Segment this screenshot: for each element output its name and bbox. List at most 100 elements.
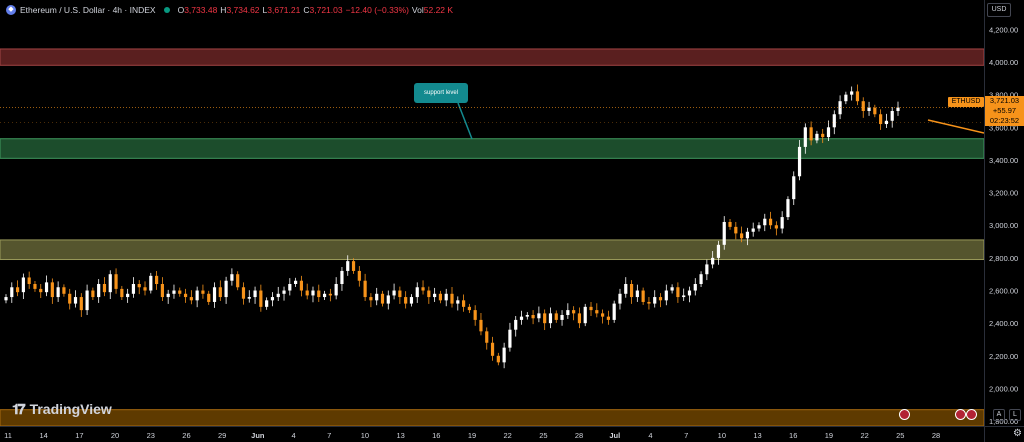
candlestick-chart[interactable] bbox=[0, 0, 984, 426]
candle bbox=[583, 306, 587, 324]
candle bbox=[537, 313, 541, 319]
price-tick-label: 4,200.00 bbox=[989, 25, 1018, 34]
candle bbox=[120, 288, 124, 298]
zone-olive bbox=[0, 239, 984, 261]
candle bbox=[722, 221, 726, 245]
candle bbox=[705, 264, 709, 275]
candle bbox=[595, 310, 599, 314]
candle bbox=[322, 293, 327, 298]
candle bbox=[612, 303, 616, 320]
candle bbox=[276, 293, 280, 298]
market-status-icon bbox=[163, 7, 170, 13]
candle bbox=[450, 293, 454, 304]
candle bbox=[311, 290, 315, 296]
close-value: 3,721.03 bbox=[309, 5, 343, 15]
candle bbox=[166, 293, 170, 298]
candle bbox=[861, 101, 865, 111]
candle bbox=[102, 284, 107, 293]
tradingview-brand-name: TradingView bbox=[29, 401, 112, 417]
candle bbox=[560, 315, 564, 320]
zone-brown bbox=[0, 409, 984, 426]
change-value: −12.40 (−0.33%) bbox=[345, 5, 409, 15]
time-tick-label: 4 bbox=[291, 431, 295, 440]
close-label: C bbox=[303, 5, 310, 15]
currency-selector[interactable]: USD bbox=[987, 3, 1011, 17]
candle bbox=[797, 146, 802, 177]
open-label: O bbox=[177, 5, 185, 15]
candle bbox=[589, 306, 593, 311]
candle bbox=[346, 261, 350, 271]
time-tick-label: Jul bbox=[609, 431, 620, 440]
chart-area[interactable] bbox=[0, 0, 984, 426]
time-tick-label: 22 bbox=[504, 431, 512, 440]
low-label: L bbox=[262, 5, 268, 15]
candle bbox=[299, 280, 303, 291]
candle bbox=[699, 274, 703, 284]
high-label: H bbox=[220, 5, 227, 15]
candle bbox=[259, 290, 263, 307]
candle bbox=[821, 133, 825, 138]
candle bbox=[21, 277, 25, 293]
candle bbox=[50, 282, 54, 298]
candle bbox=[386, 295, 390, 304]
high-value: 3,734.62 bbox=[226, 5, 260, 15]
candle bbox=[763, 218, 767, 226]
candle bbox=[809, 127, 813, 141]
candle bbox=[241, 287, 246, 299]
candle bbox=[716, 244, 721, 258]
candle bbox=[728, 221, 732, 227]
candle bbox=[155, 275, 159, 284]
time-tick-label: Jun bbox=[251, 431, 265, 440]
candle bbox=[485, 331, 489, 343]
callout-pointer bbox=[457, 102, 473, 140]
time-tick-label: 13 bbox=[396, 431, 404, 440]
trend-line bbox=[927, 119, 984, 134]
tradingview-logo[interactable]: 𝟏𝟕 TradingView bbox=[12, 401, 112, 418]
candle bbox=[253, 290, 257, 298]
time-tick-label: 20 bbox=[111, 431, 119, 440]
candle bbox=[270, 297, 275, 301]
time-tick-label: 10 bbox=[718, 431, 726, 440]
price-axis[interactable]: 4,200.00 4,000.00 3,800.00 3,600.00 3,400.00… bbox=[984, 0, 1024, 426]
candle bbox=[282, 290, 286, 294]
open-value: 3,733.48 bbox=[184, 5, 218, 15]
candle bbox=[629, 284, 634, 298]
candle bbox=[265, 300, 269, 307]
candle bbox=[33, 284, 37, 289]
us-flag-event-icon[interactable] bbox=[899, 409, 910, 420]
candle bbox=[624, 284, 628, 294]
auto-scale-button[interactable]: A bbox=[993, 409, 1005, 421]
candle bbox=[780, 217, 784, 229]
candle bbox=[207, 293, 211, 302]
log-scale-button[interactable]: L bbox=[1009, 409, 1021, 421]
last-price-change: +55.97 bbox=[992, 106, 1017, 115]
candle bbox=[711, 257, 715, 265]
candle bbox=[884, 120, 889, 125]
time-axis[interactable]: 11 14 17 20 23 26 29 Jun 4 7 10 13 16 19 22 25 28 Jul 4 7 10… bbox=[0, 426, 984, 442]
symbol-title[interactable]: Ethereum / U.S. Dollar · 4h · INDEX bbox=[20, 5, 156, 15]
support-level-callout[interactable]: support level bbox=[414, 83, 468, 103]
us-flag-event-icon[interactable] bbox=[966, 409, 977, 420]
candle bbox=[734, 226, 738, 234]
candle bbox=[745, 231, 749, 239]
candle bbox=[658, 297, 663, 301]
candle bbox=[543, 313, 547, 324]
candle bbox=[774, 225, 778, 229]
time-tick-label: 16 bbox=[432, 431, 440, 440]
candle bbox=[786, 199, 790, 218]
candle bbox=[641, 290, 645, 302]
candle bbox=[230, 274, 234, 281]
candle bbox=[531, 315, 535, 319]
ethereum-icon: ◆ bbox=[6, 5, 16, 15]
us-flag-event-icon[interactable] bbox=[955, 409, 966, 420]
candle bbox=[670, 287, 674, 291]
last-price-value: 3,721.03 bbox=[989, 96, 1020, 105]
candle bbox=[566, 310, 570, 316]
candle bbox=[832, 114, 836, 128]
candle bbox=[334, 284, 338, 296]
candle bbox=[56, 287, 60, 298]
candle bbox=[44, 282, 49, 293]
settings-icon[interactable]: ⚙ bbox=[1013, 428, 1022, 439]
candle bbox=[108, 274, 112, 293]
